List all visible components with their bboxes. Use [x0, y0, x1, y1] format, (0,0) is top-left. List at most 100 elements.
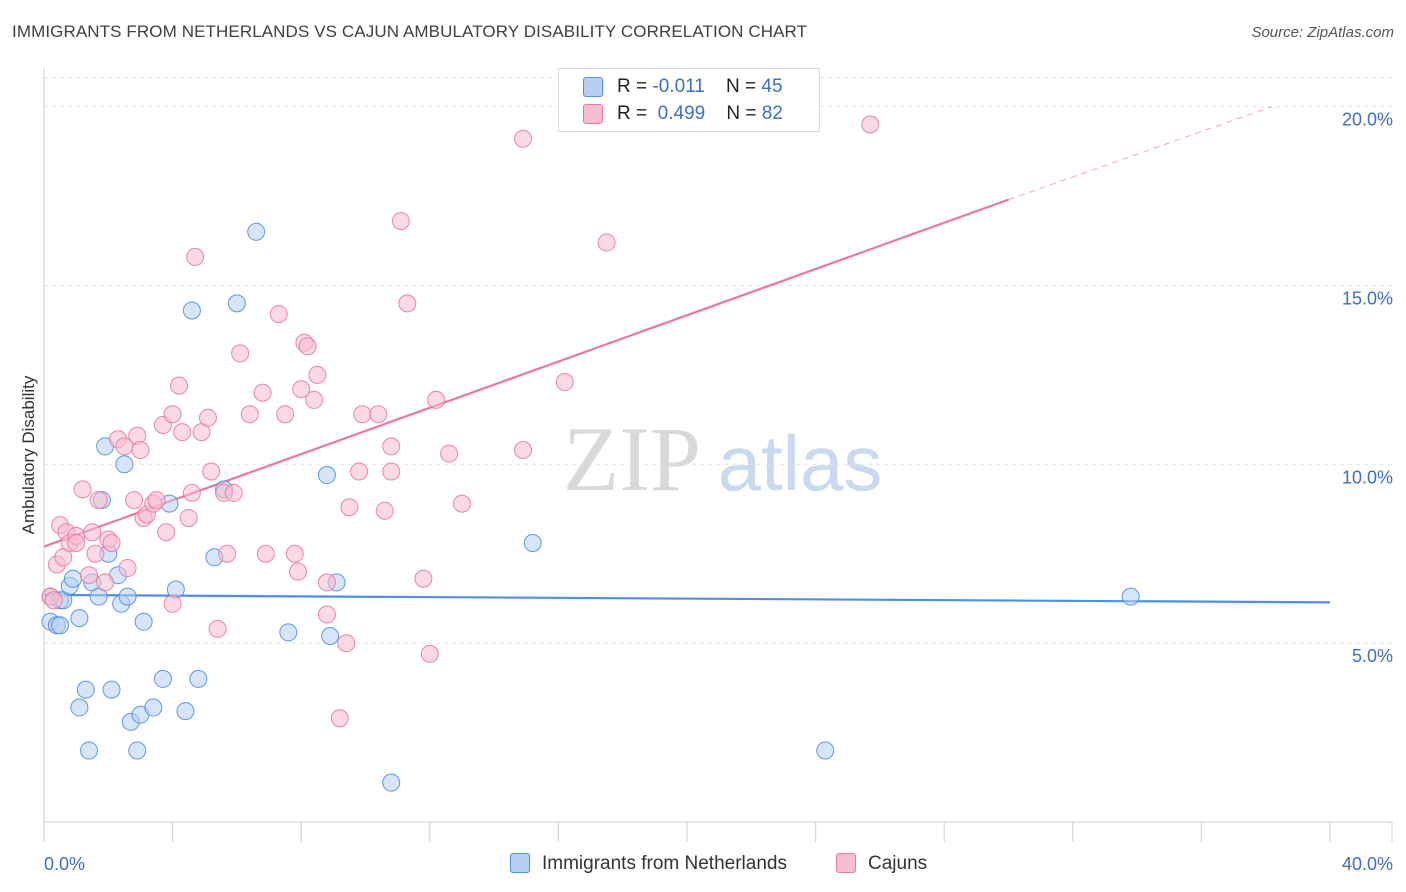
cajun-point: [382, 462, 401, 481]
cajun-point: [125, 491, 144, 510]
cajun-point: [118, 559, 137, 578]
cajun-point: [218, 544, 237, 563]
cajun-point: [186, 247, 205, 266]
cajun-point: [317, 573, 336, 592]
netherlands-point: [227, 294, 246, 313]
cajun-point: [102, 534, 121, 552]
y-tick-label: 10.0%: [1342, 467, 1393, 487]
cajuns-swatch: [583, 104, 603, 124]
cajun-point: [330, 709, 349, 728]
netherlands-point: [189, 669, 208, 688]
cajun-point: [276, 405, 295, 424]
cajun-point: [208, 619, 227, 638]
cajun-point: [163, 594, 182, 613]
cajun-point: [147, 491, 166, 510]
cajun-point: [427, 390, 446, 409]
netherlands-point: [523, 534, 542, 552]
cajun-point: [198, 408, 217, 427]
netherlands-point: [247, 222, 266, 241]
cajun-point: [440, 444, 459, 463]
netherlands-point: [182, 301, 201, 320]
axes: [43, 68, 1393, 842]
netherlands-trend-line: [43, 593, 1331, 604]
cajun-point: [391, 212, 410, 231]
chart-title: IMMIGRANTS FROM NETHERLANDS VS CAJUN AMB…: [12, 22, 808, 41]
netherlands-point: [128, 741, 147, 760]
netherlands-n-value: 45: [761, 76, 783, 97]
cajun-point: [89, 491, 108, 510]
cajun-point: [514, 441, 533, 459]
netherlands-point: [816, 741, 835, 760]
cajun-point: [398, 294, 417, 313]
data-points: [41, 115, 1140, 792]
trend-lines: [43, 106, 1331, 604]
cajun-point: [67, 534, 86, 552]
netherlands-point: [382, 773, 401, 792]
cajun-point: [224, 483, 243, 502]
cajun-point: [305, 390, 324, 409]
cajun-point: [292, 380, 311, 399]
netherlands-legend-label: Immigrants from Netherlands: [542, 853, 787, 874]
y-tick-label: 20.0%: [1342, 110, 1393, 130]
cajun-point: [231, 344, 250, 363]
cajun-point: [269, 305, 288, 324]
netherlands-point: [118, 587, 137, 606]
cajun-point: [353, 405, 372, 424]
cajun-point: [163, 405, 182, 424]
cajun-point: [375, 501, 394, 520]
netherlands-stats: R = -0.011 N = 45: [617, 76, 783, 97]
cajun-point: [173, 423, 192, 442]
cajun-point: [86, 544, 105, 563]
cajun-point: [44, 591, 63, 610]
cajun-point: [308, 365, 327, 384]
cajun-point: [597, 233, 616, 252]
netherlands-point: [153, 669, 172, 688]
netherlands-point: [102, 680, 121, 699]
x-tick-label: 40.0%: [1342, 854, 1393, 874]
netherlands-point: [317, 466, 336, 485]
netherlands-legend-swatch: [510, 853, 530, 873]
netherlands-point: [51, 616, 70, 635]
cajun-point: [382, 437, 401, 456]
cajun-point: [131, 441, 150, 459]
cajun-point: [73, 480, 92, 499]
gridlines: [44, 77, 1392, 644]
cajun-point: [83, 523, 102, 542]
netherlands-point: [76, 680, 95, 699]
cajun-point: [514, 129, 533, 148]
y-tick-label: 5.0%: [1352, 646, 1393, 666]
cajun-point: [337, 634, 356, 653]
cajun-point: [369, 405, 388, 424]
netherlands-point: [70, 698, 89, 717]
netherlands-point: [134, 612, 153, 631]
cajuns-stats: R = 0.499 N = 82: [617, 103, 783, 124]
watermark-zip: ZIP: [563, 408, 701, 510]
cajuns-n-value: 82: [761, 103, 783, 124]
watermark-atlas: atlas: [718, 419, 883, 507]
cajuns-legend-swatch: [836, 853, 856, 873]
cajun-point: [414, 569, 433, 588]
netherlands-point: [63, 569, 82, 588]
cajun-point: [202, 462, 221, 481]
cajuns-r-value: 0.499: [657, 103, 706, 124]
netherlands-point: [279, 623, 298, 642]
source-label: Source: ZipAtlas.com: [1251, 24, 1394, 41]
x-tick-label: 0.0%: [44, 854, 85, 874]
cajun-point: [80, 566, 99, 585]
y-axis-label: Ambulatory Disability: [19, 375, 38, 534]
cajun-point: [555, 373, 574, 392]
cajun-point: [340, 498, 359, 517]
cajun-point: [157, 523, 176, 542]
netherlands-point: [80, 741, 99, 760]
y-tick-label: 15.0%: [1342, 288, 1393, 308]
cajuns-legend-label: Cajuns: [868, 853, 928, 874]
cajun-point: [182, 483, 201, 502]
cajun-point: [240, 405, 259, 424]
cajun-point: [317, 605, 336, 624]
cajun-point: [179, 508, 198, 527]
watermark: ZIP atlas: [563, 408, 882, 510]
correlation-legend: R = -0.011 N = 45 R = 0.499 N = 82: [558, 68, 820, 132]
cajun-point: [170, 376, 189, 395]
netherlands-point: [115, 455, 134, 474]
